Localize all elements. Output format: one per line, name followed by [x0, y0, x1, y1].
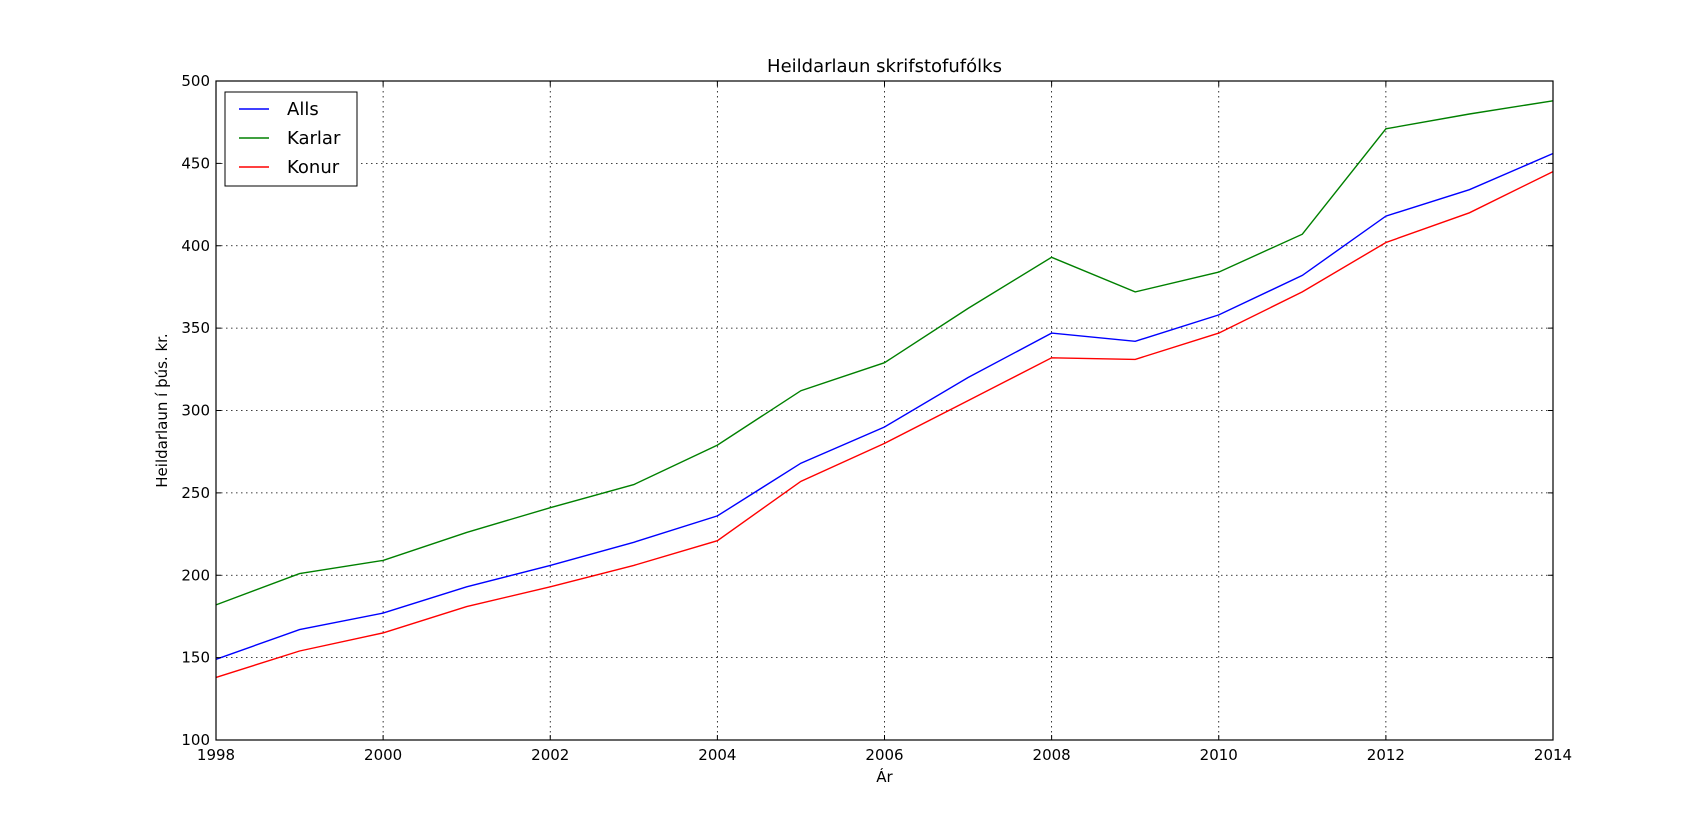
y-tick-label: 450 [181, 154, 210, 172]
x-axis-title: Ár [876, 767, 893, 786]
y-axis-title: Heildarlaun í þús. kr. [153, 333, 171, 487]
legend-label-konur: Konur [287, 157, 340, 178]
chart-title: Heildarlaun skrifstofufólks [767, 56, 1002, 77]
x-tick-label: 1998 [197, 746, 235, 764]
y-tick-label: 300 [181, 402, 210, 420]
y-tick-label: 500 [181, 72, 210, 90]
series-line-karlar [215, 100, 1554, 606]
x-tick-label: 2002 [531, 746, 569, 764]
x-tick-label: 2004 [698, 746, 736, 764]
y-tick-label: 150 [181, 649, 210, 667]
x-tick-label: 2010 [1200, 746, 1238, 764]
y-tick-label: 400 [181, 237, 210, 255]
series-line-konur [215, 170, 1554, 679]
legend-label-karlar: Karlar [287, 128, 341, 149]
x-tick-label: 2012 [1367, 746, 1405, 764]
series-line-alls [215, 152, 1554, 660]
axis-ticks: 1998 2000 2002 2004 2006 2008 2010 2012 2014 100 1… [181, 72, 1572, 764]
x-tick-label: 2006 [865, 746, 903, 764]
y-tick-label: 100 [181, 731, 210, 749]
y-tick-label: 250 [181, 484, 210, 502]
legend-label-alls: Alls [287, 99, 319, 120]
x-tick-label: 2008 [1033, 746, 1071, 764]
legend: Alls Karlar Konur [224, 91, 358, 187]
series-lines [215, 100, 1554, 679]
y-tick-label: 200 [181, 566, 210, 584]
x-tick-label: 2014 [1534, 746, 1572, 764]
legend-box [224, 91, 358, 187]
x-tick-label: 2000 [364, 746, 402, 764]
y-tick-label: 350 [181, 319, 210, 337]
